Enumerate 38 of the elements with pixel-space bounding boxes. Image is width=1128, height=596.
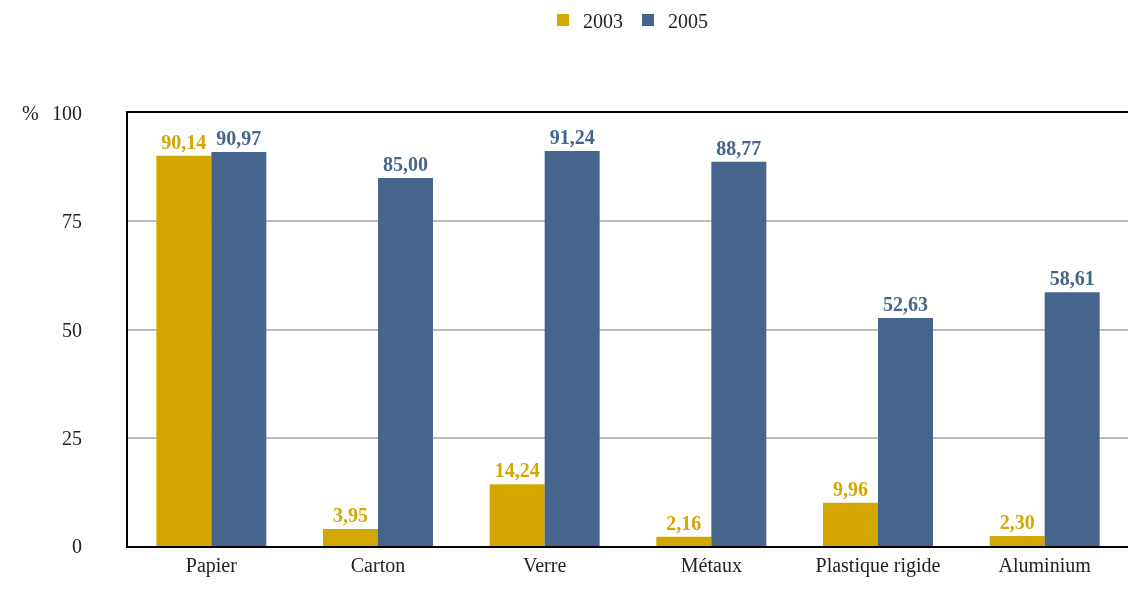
y-tick-label: 0 <box>72 535 82 557</box>
bar <box>489 484 545 546</box>
bar <box>711 161 767 546</box>
data-label: 90,97 <box>216 127 262 150</box>
bar <box>544 150 600 546</box>
legend-label: 2003 <box>583 9 623 32</box>
data-label: 2,30 <box>999 511 1035 534</box>
x-tick-label: Plastique rigide <box>815 554 941 577</box>
data-label: 2,16 <box>666 511 702 534</box>
x-tick-label: Métaux <box>680 554 742 576</box>
data-label: 88,77 <box>716 136 762 159</box>
data-label: 9,96 <box>833 477 868 500</box>
data-label: 85,00 <box>383 152 428 175</box>
data-label: 3,95 <box>333 503 368 526</box>
x-tick-label: Aluminium <box>998 554 1092 576</box>
x-tick-label: Carton <box>350 554 406 576</box>
x-tick-label: Papier <box>185 554 238 577</box>
bar <box>378 177 433 546</box>
bar <box>1044 292 1100 546</box>
data-label: 91,24 <box>549 125 595 148</box>
data-label: 52,63 <box>883 293 928 316</box>
y-tick-label: 25 <box>62 426 82 449</box>
data-label: 58,61 <box>1049 267 1095 290</box>
x-tick-label: Verre <box>523 554 567 576</box>
legend-label: 2005 <box>668 9 708 32</box>
y-axis-title: % <box>22 102 39 124</box>
data-label: 90,14 <box>161 130 207 153</box>
bar <box>989 536 1045 546</box>
bar <box>156 155 212 546</box>
bar <box>323 528 378 546</box>
data-label: 14,24 <box>494 459 540 482</box>
y-tick-label: 75 <box>62 210 82 233</box>
bar <box>211 152 267 546</box>
bar <box>656 536 712 546</box>
y-tick-label: 100 <box>52 102 82 124</box>
bar <box>823 502 878 546</box>
bar <box>878 318 933 546</box>
y-tick-label: 50 <box>62 318 82 341</box>
